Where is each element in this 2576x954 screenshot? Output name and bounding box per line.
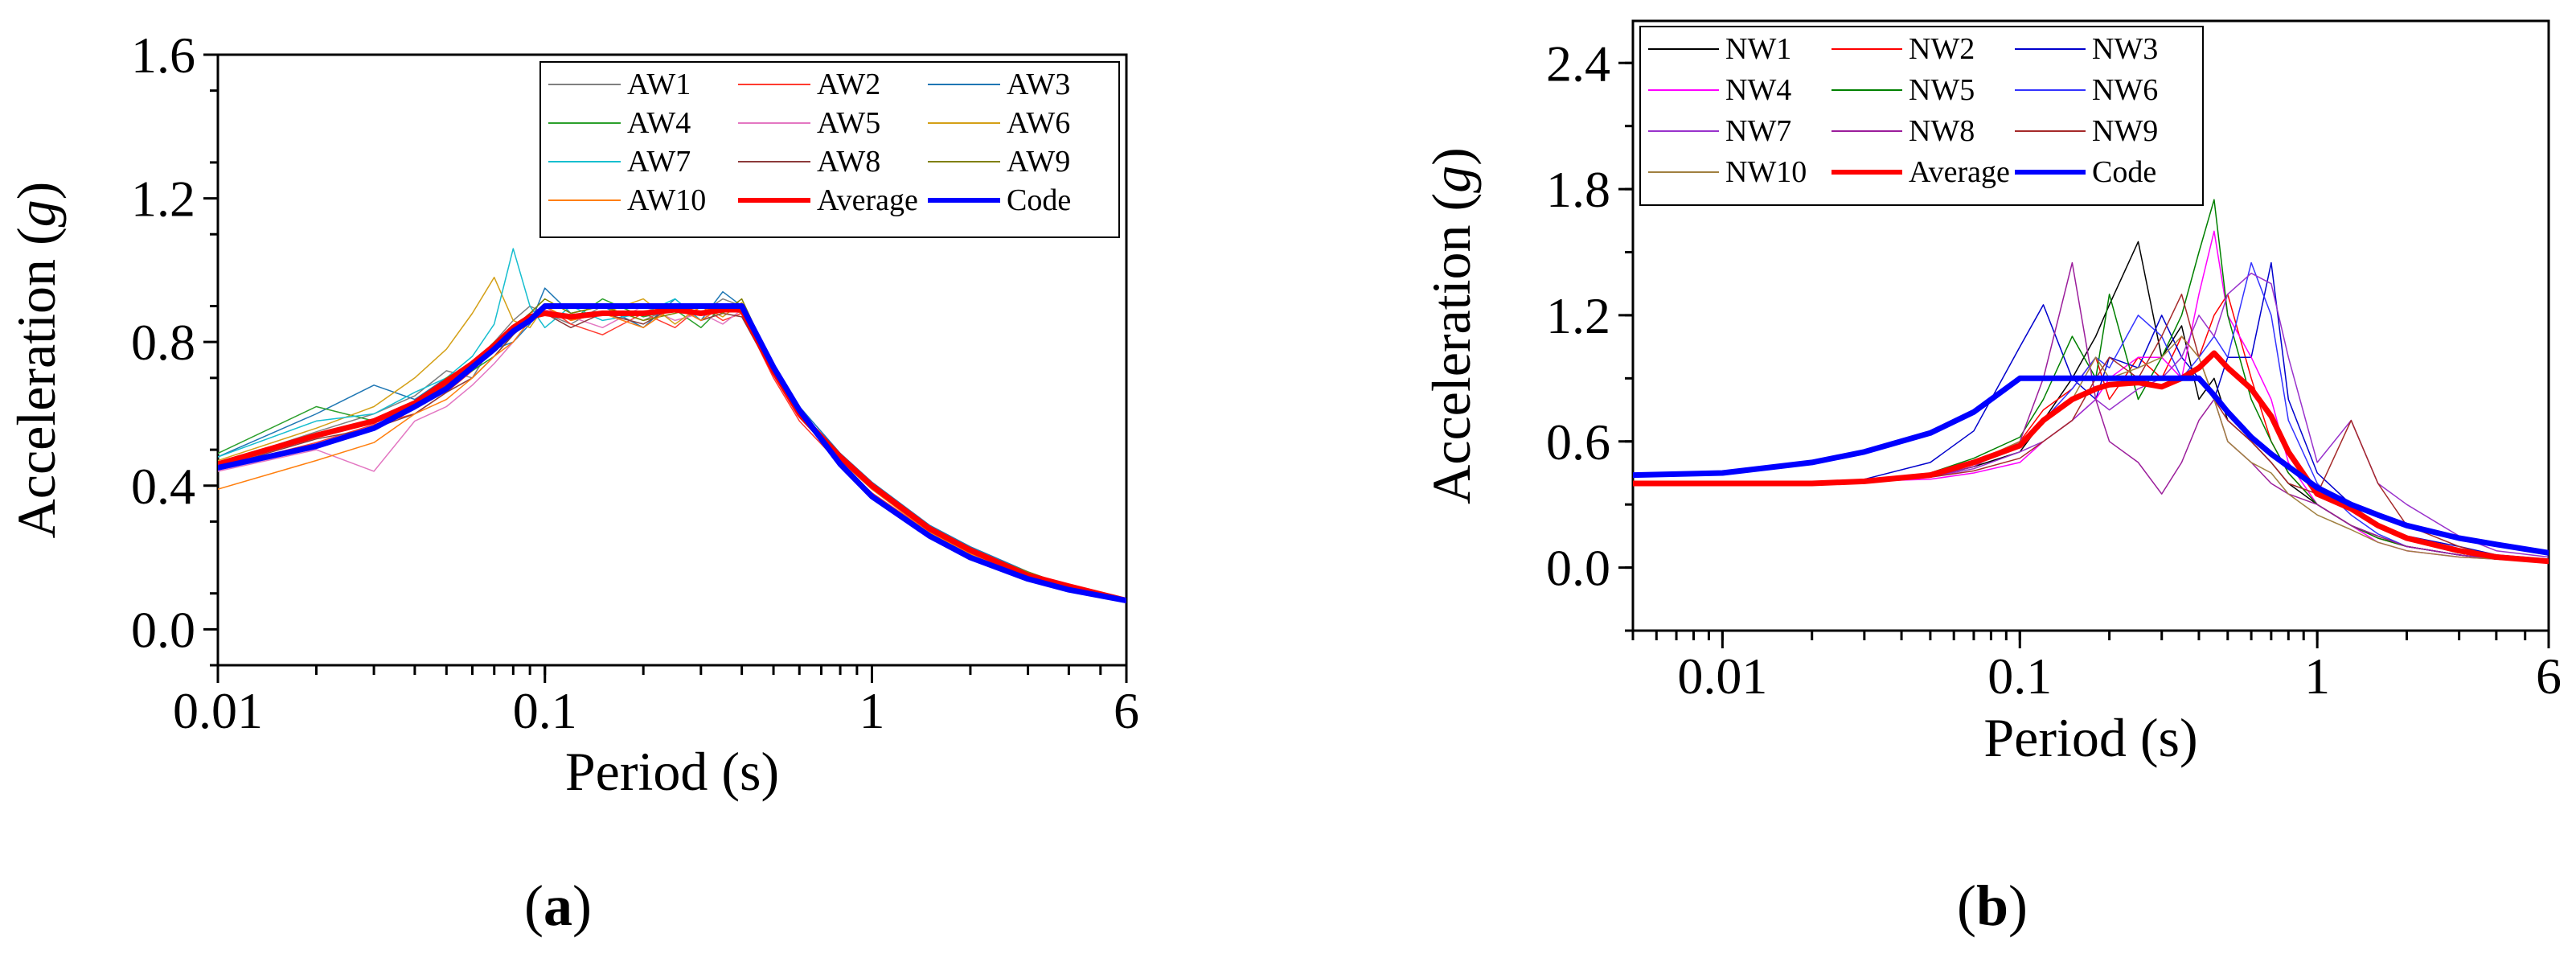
y-axis-label-close: ) — [6, 182, 67, 200]
panel-label-close: ) — [2008, 874, 2028, 938]
y-axis-label-text: Acceleration ( — [1421, 193, 1482, 504]
y-axis-label-text: Acceleration ( — [6, 227, 67, 538]
y-tick-label: 0.0 — [1546, 540, 1610, 597]
y-tick-label: 0.6 — [1546, 413, 1610, 471]
y-axis-label: Acceleration (g) — [6, 182, 67, 539]
series-line-average — [218, 306, 1126, 604]
legend-label: NW7 — [1725, 114, 1791, 148]
y-axis-label: Acceleration (g) — [1421, 147, 1482, 504]
y-tick-label: 1.2 — [131, 171, 195, 228]
panel-label-open: ( — [1957, 874, 1976, 938]
y-tick-label: 1.2 — [1546, 287, 1610, 344]
legend-box — [539, 61, 1120, 238]
y-tick-label: 0.8 — [131, 314, 195, 371]
legend-label: AW8 — [817, 145, 880, 179]
legend-label: AW10 — [627, 183, 706, 217]
series-group — [1633, 199, 2549, 565]
legend-label: AW1 — [627, 68, 691, 101]
x-tick-label: 0.1 — [1987, 648, 2052, 705]
y-axis-label-unit: g — [6, 199, 67, 227]
legend-label: AW4 — [627, 106, 691, 140]
legend-label: NW9 — [2092, 114, 2158, 148]
x-axis-label: Period (s) — [565, 741, 779, 802]
legend-label: NW1 — [1725, 32, 1791, 66]
legend-label: AW3 — [1007, 68, 1070, 101]
series-line-code — [218, 303, 1126, 604]
x-tick-label: 1 — [859, 682, 884, 739]
series-line-nw9 — [1633, 294, 2549, 562]
x-tick-label: 0.01 — [173, 682, 263, 739]
legend-box — [1639, 26, 2204, 206]
legend-label: Average — [817, 183, 918, 217]
x-tick-label: 6 — [2536, 648, 2562, 705]
legend-label: NW4 — [1725, 73, 1791, 107]
x-tick-label: 0.1 — [513, 682, 577, 739]
panel-label-letter: b — [1976, 874, 2008, 938]
panel-b: 0.0 0.6 1.2 1.8 2.4 0.01 0.1 1 6 Period (s) Accele… — [1421, 19, 2562, 938]
y-tick-label: 1.6 — [131, 27, 195, 84]
legend-label: AW5 — [817, 106, 880, 140]
panel-label-open: ( — [524, 874, 544, 938]
panel-label-letter: a — [544, 874, 572, 938]
x-tick-label: 6 — [1114, 682, 1139, 739]
legend-label: Code — [2092, 155, 2156, 189]
panel-a: 0.0 0.4 0.8 1.2 1.6 0.01 0.1 1 6 Period (s) Accele… — [6, 27, 1139, 938]
legend-label: Code — [1007, 183, 1071, 217]
legend-label: AW2 — [817, 68, 880, 101]
series-line-aw10 — [218, 305, 1126, 602]
y-axis-label-unit: g — [1421, 166, 1482, 193]
legend-label: Average — [1909, 155, 2010, 189]
legend-label: NW6 — [2092, 73, 2158, 107]
series-line-code — [1633, 375, 2549, 556]
x-tick-label: 1 — [2304, 648, 2330, 705]
y-tick-label: 1.8 — [1546, 161, 1610, 218]
legend-label: AW7 — [627, 145, 691, 179]
y-tick-label: 0.4 — [131, 458, 195, 515]
legend-label: AW6 — [1007, 106, 1070, 140]
panel-label: (b) — [1957, 874, 2028, 938]
legend-label: NW5 — [1909, 73, 1975, 107]
legend-label: NW10 — [1725, 155, 1807, 189]
y-tick-label: 2.4 — [1546, 35, 1610, 92]
y-tick-label: 0.0 — [131, 601, 195, 658]
panel-label: (a) — [524, 874, 592, 938]
y-axis-label-close: ) — [1421, 147, 1482, 166]
legend-label: AW9 — [1007, 145, 1070, 179]
legend-label: NW2 — [1909, 32, 1975, 66]
legend-label: NW8 — [1909, 114, 1975, 148]
x-tick-label: 0.01 — [1677, 648, 1767, 705]
x-axis-label: Period (s) — [1983, 707, 2197, 768]
series-group — [218, 248, 1126, 604]
panel-label-close: ) — [572, 874, 592, 938]
legend-label: NW3 — [2092, 32, 2158, 66]
